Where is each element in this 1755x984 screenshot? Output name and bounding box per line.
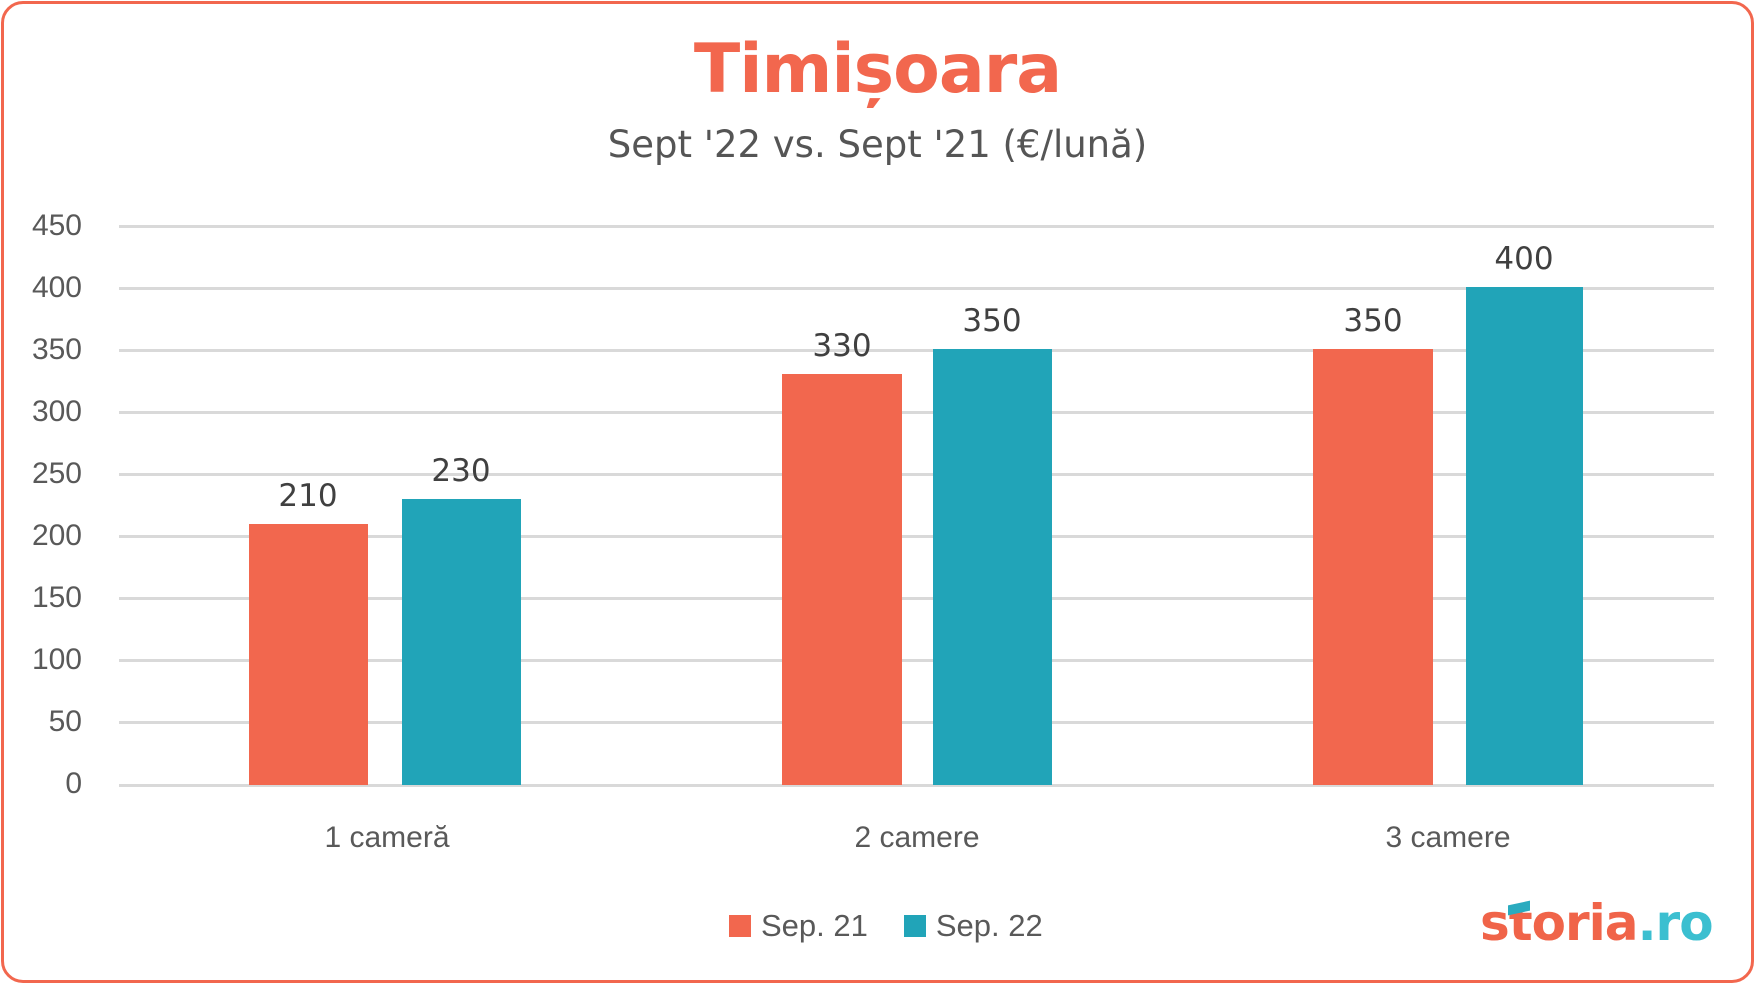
x-category-label: 3 camere [1385,821,1511,854]
bar-1-camera-sep22 [402,499,521,785]
bar-value-label: 400 [1494,241,1554,277]
y-tick-0: 0 [65,767,82,800]
y-tick-300: 300 [31,395,82,428]
bar-2-camere-sep22 [933,349,1052,785]
legend-label: Sep. 22 [935,908,1043,943]
bar-3-camere-sep22 [1466,287,1583,785]
gridline-350 [119,349,1714,352]
bar-value-label: 210 [278,478,338,514]
y-tick-400: 400 [31,271,82,304]
gridline-250 [119,473,1714,476]
logo-brand-text: storia [1480,894,1639,952]
legend-label: Sep. 21 [761,908,868,943]
gridline-150 [119,597,1714,600]
gridline-50 [119,721,1714,724]
gridline-200 [119,535,1714,538]
storia-logo: storia.ro [1480,893,1714,953]
y-tick-200: 200 [31,519,82,552]
x-category-label: 1 cameră [324,821,450,854]
gridline-400 [119,287,1714,290]
y-tick-250: 250 [31,457,82,490]
bar-value-label: 350 [962,303,1022,339]
chart-legend: Sep. 21 Sep. 22 [729,908,1079,944]
bar-1-camera-sep21 [249,524,368,785]
legend-item-sep21: Sep. 21 [729,908,868,944]
gridline-100 [119,659,1714,662]
bar-value-label: 330 [812,328,872,364]
bar-value-label: 350 [1343,303,1403,339]
x-category-label: 2 camere [854,821,980,854]
chart-subtitle: Sept '22 vs. Sept '21 (€/lună) [607,123,1148,166]
gridline-450 [119,225,1714,228]
gridline-300 [119,411,1714,414]
y-tick-100: 100 [31,643,82,676]
chart-title: Timișoara [693,30,1062,109]
y-tick-50: 50 [48,705,82,738]
bar-value-label: 230 [431,453,491,489]
legend-swatch-sep21 [729,915,751,937]
y-tick-450: 450 [31,209,82,242]
legend-swatch-sep22 [903,915,926,937]
y-tick-350: 350 [31,333,82,366]
y-tick-150: 150 [31,581,82,614]
logo-tld-text: .ro [1637,894,1714,952]
legend-item-sep22: Sep. 22 [903,908,1043,944]
bar-2-camere-sep21 [782,374,902,785]
x-axis-baseline [119,784,1714,787]
bar-3-camere-sep21 [1313,349,1433,785]
